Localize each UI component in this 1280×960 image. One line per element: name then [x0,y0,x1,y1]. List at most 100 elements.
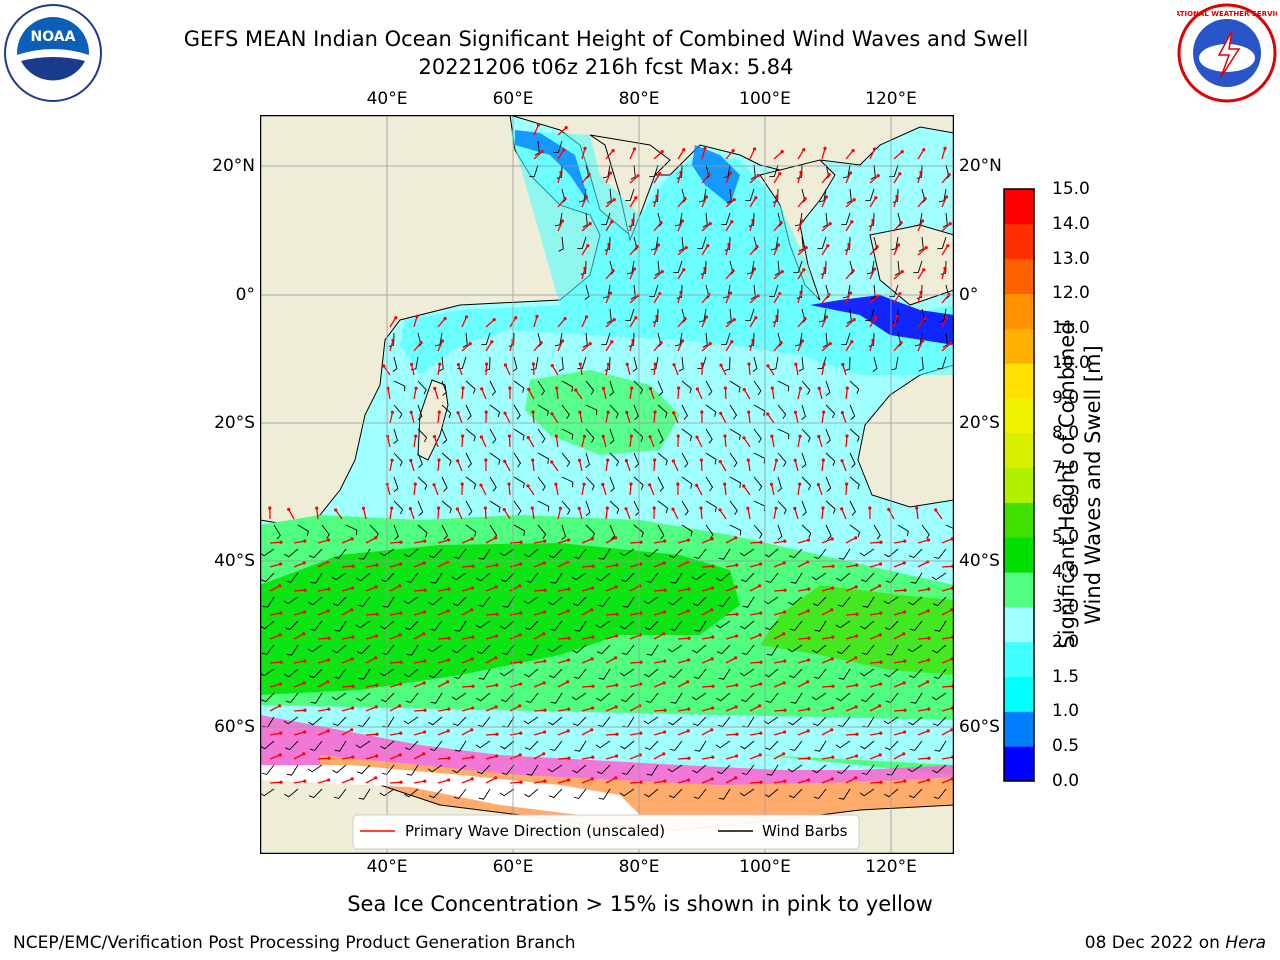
wave-direction-arrow [797,681,809,688]
wave-direction-arrow [701,245,709,256]
wave-arrow-head [751,218,755,222]
wave-arrow-head [660,150,664,154]
wave-arrow-head [758,633,762,637]
wave-arrow-head [823,266,827,270]
wave-arrow-head [807,707,811,711]
wave-direction-arrow [869,317,877,328]
wave-arrow-head [828,222,832,226]
wave-direction-arrow [605,586,617,592]
wave-direction-arrow [461,538,473,544]
wave-direction-arrow [917,659,929,664]
lat-tick-left-0: 0° [235,285,255,305]
wave-direction-arrow [797,172,802,184]
wave-direction-arrow [434,388,439,400]
wave-arrow-head [711,706,715,710]
wave-arrow-head [807,538,811,542]
wave-direction-arrow [389,683,401,688]
wave-direction-arrow [533,660,545,664]
wind-barb [705,476,714,492]
wind-barb [619,548,635,557]
wave-arrow-head [876,294,880,298]
wave-direction-arrow [579,363,583,376]
wind-barb [849,380,860,394]
wind-barb [849,500,856,516]
wave-direction-arrow [821,609,833,616]
wave-arrow-head [639,540,643,544]
wind-barb [526,644,539,656]
wave-direction-arrow [389,732,401,736]
wave-direction-arrow [629,220,634,232]
wind-barb [681,524,693,537]
wave-arrow-head [351,564,355,568]
wave-direction-arrow [725,564,737,568]
wave-arrow-head [583,266,587,270]
wave-arrow-head [903,539,907,543]
wave-direction-arrow [533,151,543,160]
wave-direction-arrow [389,754,401,760]
wave-arrow-head [734,776,738,780]
wind-barb [931,692,947,701]
wind-barb [356,692,371,702]
wind-barb [668,716,683,726]
wave-direction-arrow [413,388,417,400]
wave-arrow-head [711,684,715,688]
wave-direction-arrow [917,779,929,784]
footer-date-text: 08 Dec 2022 on [1084,933,1226,953]
wind-barb [430,692,443,704]
colorbar-tick-label: 9.0 [1052,387,1080,408]
wave-direction-arrow [532,363,535,376]
wave-direction-arrow [389,612,401,616]
wave-direction-arrow [749,268,756,280]
lat-tick-left-60s: 60°S [214,717,255,737]
wave-arrow-head [495,563,499,567]
band-4m-southern [260,543,740,695]
wind-barb [524,788,539,798]
wind-barb [750,164,756,180]
wind-barb [606,188,612,204]
wind-barb [921,524,930,540]
wind-barb [841,332,851,346]
wave-direction-arrow [941,294,950,304]
wind-barb [476,692,491,702]
wave-direction-arrow [869,148,876,160]
wave-direction-arrow [869,754,881,760]
wave-arrow-head [375,683,379,687]
wave-arrow-head [855,634,859,638]
wind-barb [868,332,875,348]
wave-direction-arrow [581,148,586,160]
wind-barb [429,620,443,632]
wave-arrow-head [723,434,727,438]
wind-barb [476,572,491,582]
wave-arrow-head [854,656,858,660]
wave-arrow-head [778,172,782,176]
colorbar-segment [1004,293,1034,329]
wave-arrow-head [817,434,821,439]
wave-direction-arrow [701,174,710,184]
wind-barb [932,764,947,774]
wind-barb [796,284,803,300]
wind-barb [584,284,590,300]
wave-direction-arrow [527,437,535,448]
wave-arrow-head [409,458,413,463]
wave-direction-arrow [605,244,610,256]
wave-direction-arrow [893,562,905,568]
wave-direction-arrow [749,197,757,208]
wave-direction-arrow [725,684,737,688]
wave-direction-arrow [605,777,617,784]
wind-barb [405,572,419,584]
wave-arrow-head [915,506,919,510]
wave-arrow-head [590,728,594,732]
wave-arrow-head [852,198,856,202]
wave-direction-arrow [605,364,610,376]
wave-direction-arrow [749,661,762,664]
wave-arrow-head [574,388,578,392]
wave-direction-arrow [677,757,690,760]
wave-arrow-head [710,728,714,732]
wave-arrow-head [590,537,594,541]
wave-arrow-head [468,342,472,346]
wave-direction-arrow [821,196,828,208]
wave-direction-arrow [677,247,687,256]
wind-barb [753,524,763,539]
wind-barb [645,692,659,704]
wind-barb [572,596,587,607]
